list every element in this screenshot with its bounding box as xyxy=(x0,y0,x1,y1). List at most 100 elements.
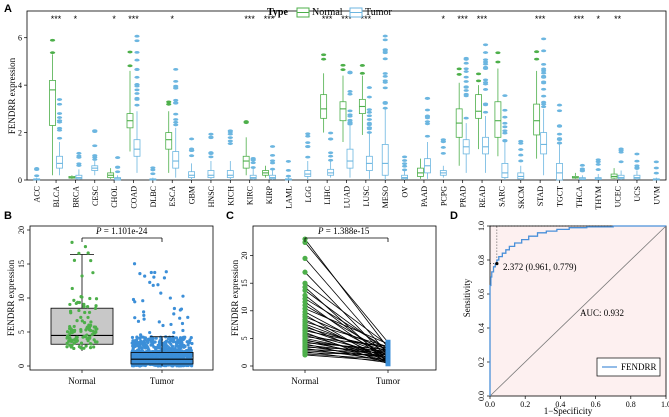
outlier-tumor-esca xyxy=(173,84,179,88)
panel-c-pair-line xyxy=(304,352,389,356)
outlier-tumor-sarc xyxy=(502,138,508,142)
panel-a-sig-pcpg: * xyxy=(442,14,446,24)
outlier-tumor-hnsc xyxy=(208,155,214,159)
panel-b-point-tumor xyxy=(169,342,173,346)
panel-b-point-normal xyxy=(86,315,90,320)
panel-b-point-normal xyxy=(87,310,92,315)
panel-c-point-tumor xyxy=(385,358,391,364)
panel-b-point-tumor xyxy=(154,336,158,340)
outlier-tumor-stad xyxy=(541,69,547,73)
panel-c-pair-line xyxy=(304,333,389,355)
outlier-tumor-acc xyxy=(34,167,40,170)
box-tumor-luad-box xyxy=(346,148,354,169)
outlier-tumor-esca xyxy=(173,67,179,71)
panel-b-point-tumor xyxy=(170,359,174,363)
panel-a-xtick-label-thym: THYM xyxy=(594,186,603,210)
panel-c-xlabel-tumor: Tumor xyxy=(376,376,400,386)
panel-b-point-tumor xyxy=(154,349,159,353)
outlier-tumor-uvm xyxy=(653,166,659,170)
outlier-tumor-lusc xyxy=(366,110,372,114)
panel-b-point-tumor xyxy=(168,353,172,357)
panel-b-point-normal xyxy=(68,336,72,340)
outlier-tumor-read xyxy=(482,62,489,66)
outlier-tumor-sarc xyxy=(502,108,508,112)
panel-b-xlabel-normal: Normal xyxy=(68,376,96,386)
outlier-tumor-read xyxy=(482,110,489,114)
panel-b-point-tumor xyxy=(139,333,143,337)
outlier-tumor-gbm xyxy=(188,154,195,158)
outlier-tumor-lgg xyxy=(305,155,311,159)
outlier-tumor-read xyxy=(482,60,489,64)
panel-b-point-normal xyxy=(85,326,89,330)
panel-c-pair-line xyxy=(304,354,389,362)
panel-b-point-tumor xyxy=(136,319,141,323)
outlier-tumor-esca xyxy=(173,86,179,90)
panel-b-point-tumor xyxy=(136,340,140,345)
panel-b-point-tumor xyxy=(171,349,175,353)
panel-c-point-normal xyxy=(302,269,308,275)
outlier-tumor-kich xyxy=(227,139,233,143)
outlier-tumor-kirp xyxy=(269,167,276,171)
panel-d-xtick-label: 0.2 xyxy=(520,400,530,409)
box-tumor-lgg-box xyxy=(304,170,312,177)
outlier-tumor-ucec xyxy=(618,150,624,154)
panel-a-xtick-label-uvm: UVM xyxy=(652,186,661,205)
outlier-tumor-prad xyxy=(463,75,469,79)
outlier-tumor-ucec xyxy=(618,147,624,151)
panel-b-point-tumor xyxy=(130,349,135,353)
outlier-tumor-prad xyxy=(463,58,469,61)
panel-a-xtick-label-kirc: KIRC xyxy=(246,186,255,205)
outlier-tumor-tgct xyxy=(556,132,563,136)
outlier-tumor-sarc xyxy=(502,131,508,135)
panel-c-pair-line xyxy=(304,290,389,352)
panel-b-point-tumor xyxy=(177,346,181,351)
box-tumor-blca-box xyxy=(56,155,63,169)
outlier-tumor-read xyxy=(482,58,489,62)
outlier-tumor-lihc xyxy=(328,151,334,155)
outlier-tumor-kirp xyxy=(269,145,276,148)
panel-b-point-tumor xyxy=(162,276,167,280)
outlier-tumor-sarc xyxy=(502,121,508,125)
panel-d-xtick-label: 1.0 xyxy=(661,400,669,409)
outlier-tumor-thca xyxy=(579,169,585,173)
outlier-normal-kirc xyxy=(243,120,249,123)
panel-b-point-normal xyxy=(73,328,77,333)
outlier-tumor-blca xyxy=(56,112,63,115)
outlier-tumor-ov xyxy=(401,155,408,159)
outlier-tumor-pcpg xyxy=(440,146,446,149)
panel-b-point-normal xyxy=(91,271,95,275)
panel-b-point-normal xyxy=(82,302,86,306)
panel-b-point-tumor xyxy=(142,310,146,314)
outlier-tumor-lusc xyxy=(366,126,372,130)
panel-a-sig-stad: *** xyxy=(535,14,546,24)
outlier-tumor-blca xyxy=(56,128,63,132)
outlier-tumor-tgct xyxy=(556,124,563,128)
panel-a-ytick-label: 0 xyxy=(18,176,22,185)
outlier-tumor-read xyxy=(482,102,489,106)
panel-b-point-tumor xyxy=(190,341,194,346)
panel-b-point-tumor xyxy=(175,353,179,357)
panel-b-point-normal xyxy=(68,302,72,307)
outlier-tumor-lusc xyxy=(366,118,372,121)
outlier-tumor-ucs xyxy=(634,166,640,169)
outlier-tumor-coad xyxy=(134,75,140,79)
panel-a-xtick-label-tgct: TGCT xyxy=(556,186,565,207)
panel-b-point-normal xyxy=(83,310,87,315)
panel-a-xtick-label-paad: PAAD xyxy=(420,186,429,207)
outlier-tumor-coad xyxy=(134,34,140,38)
panel-b-point-tumor xyxy=(161,323,165,328)
panel-a-boxes xyxy=(33,34,660,181)
panel-b-point-tumor xyxy=(155,346,159,350)
outlier-tumor-coad xyxy=(134,39,140,43)
outlier-tumor-paad xyxy=(424,116,431,120)
panel-a-xtick-label-thca: THCA xyxy=(575,186,584,208)
outlier-normal-coad xyxy=(127,50,133,54)
outlier-tumor-lusc xyxy=(366,131,372,134)
panel-c-pair-line xyxy=(304,271,389,359)
panel-b-point-tumor xyxy=(177,363,181,367)
outlier-tumor-prad xyxy=(463,61,469,65)
panel-b-point-normal xyxy=(89,323,93,327)
panel-a-xtick-label-gbm: GBM xyxy=(188,186,197,204)
outlier-normal-read xyxy=(475,72,482,76)
outlier-tumor-coad xyxy=(134,88,140,92)
